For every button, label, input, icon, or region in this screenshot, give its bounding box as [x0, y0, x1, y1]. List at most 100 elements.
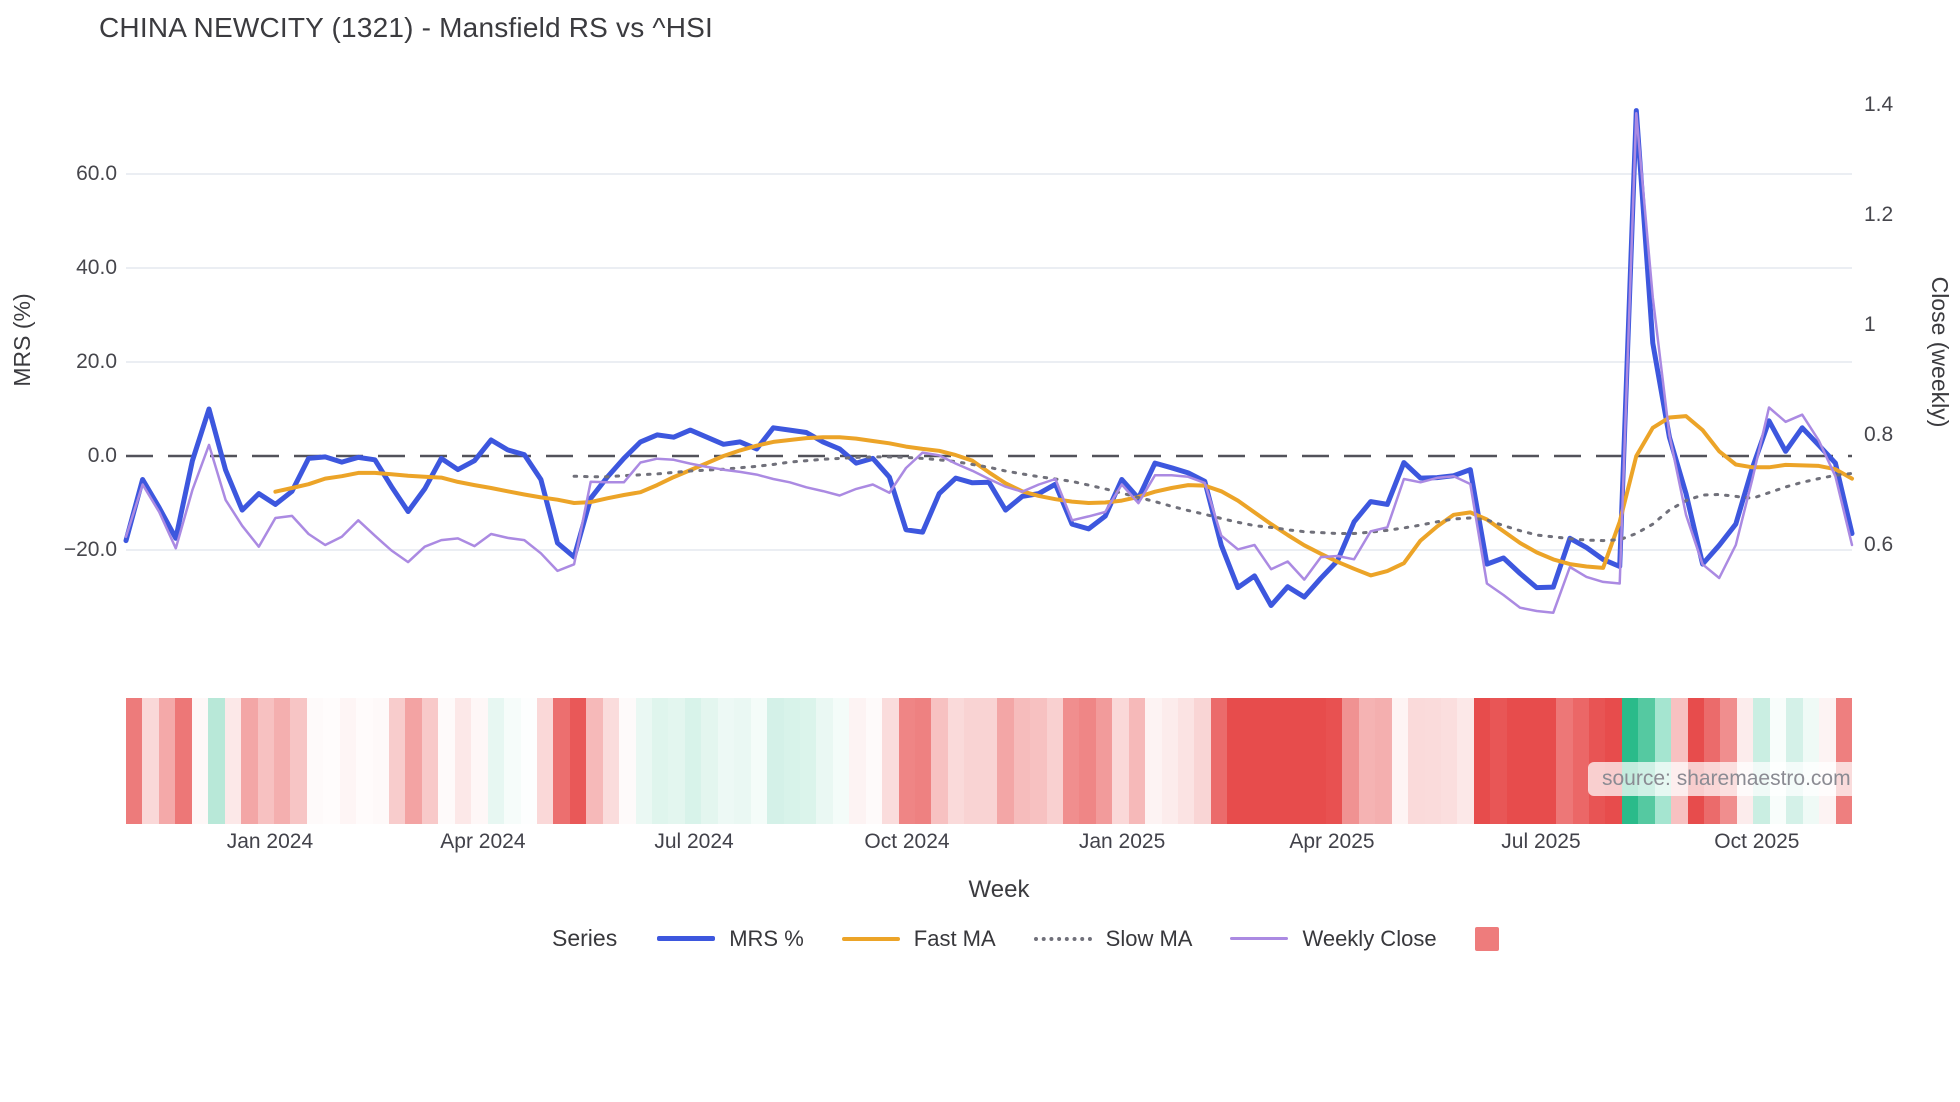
legend-item-slow-ma[interactable]: Slow MA: [1033, 926, 1192, 952]
heat-cell[interactable]: [1704, 698, 1721, 824]
heat-cell[interactable]: [1013, 698, 1031, 824]
legend-heat-square[interactable]: [1474, 926, 1499, 951]
heat-cell[interactable]: [865, 698, 883, 824]
heat-cell[interactable]: [767, 698, 784, 824]
heat-cell[interactable]: [257, 698, 274, 824]
heat-cell[interactable]: [1243, 698, 1261, 824]
heat-cell[interactable]: [898, 698, 915, 824]
heat-cell[interactable]: [602, 698, 620, 824]
heat-cell[interactable]: [1605, 698, 1622, 824]
slow-ma-line[interactable]: [572, 455, 1854, 543]
heat-cell[interactable]: [832, 698, 850, 824]
heat-cell[interactable]: [569, 698, 587, 824]
heat-cell[interactable]: [717, 698, 735, 824]
heat-cell[interactable]: [668, 698, 685, 824]
heat-cell[interactable]: [849, 698, 866, 824]
legend-item-fast-ma[interactable]: Fast MA: [841, 926, 996, 952]
heat-cell[interactable]: [1720, 698, 1737, 824]
heat-cell[interactable]: [126, 698, 143, 824]
heat-cell[interactable]: [1802, 698, 1820, 824]
heat-cell[interactable]: [915, 698, 932, 824]
heat-cell[interactable]: [158, 698, 176, 824]
heat-cell[interactable]: [504, 698, 521, 824]
heat-cell[interactable]: [1523, 698, 1540, 824]
heat-cell[interactable]: [454, 698, 472, 824]
heat-cell[interactable]: [1276, 698, 1294, 824]
heat-cell[interactable]: [783, 698, 800, 824]
heat-cell[interactable]: [1391, 698, 1409, 824]
heat-cell[interactable]: [273, 698, 291, 824]
heat-cell[interactable]: [1309, 698, 1326, 824]
heat-cell[interactable]: [1260, 698, 1277, 824]
heat-cell[interactable]: [1325, 698, 1343, 824]
heat-cell[interactable]: [1358, 698, 1376, 824]
legend-item-mrs-[interactable]: MRS %: [657, 926, 804, 952]
heat-cell[interactable]: [536, 698, 554, 824]
heat-cell[interactable]: [339, 698, 357, 824]
heat-cell[interactable]: [1671, 698, 1688, 824]
heat-cell[interactable]: [799, 698, 817, 824]
heat-cell[interactable]: [1408, 698, 1425, 824]
heat-cell[interactable]: [487, 698, 505, 824]
heat-cell[interactable]: [701, 698, 718, 824]
heat-cell[interactable]: [1194, 698, 1211, 824]
heat-cell[interactable]: [372, 698, 389, 824]
heat-cell[interactable]: [1588, 698, 1606, 824]
heat-cell[interactable]: [1062, 698, 1080, 824]
fast-ma-line[interactable]: [273, 414, 1854, 578]
heat-cell[interactable]: [1556, 698, 1573, 824]
heat-cell[interactable]: [1424, 698, 1441, 824]
heat-cell[interactable]: [750, 698, 768, 824]
heat-cell[interactable]: [405, 698, 422, 824]
heat-cell[interactable]: [1769, 698, 1787, 824]
heat-cell[interactable]: [1079, 698, 1096, 824]
heat-cell[interactable]: [1046, 698, 1063, 824]
legend-item-weekly-close[interactable]: Weekly Close: [1230, 926, 1437, 952]
heat-cell[interactable]: [1112, 698, 1129, 824]
heat-cell[interactable]: [1753, 698, 1770, 824]
heat-cell[interactable]: [1819, 698, 1836, 824]
heat-cell[interactable]: [1128, 698, 1146, 824]
heat-cell[interactable]: [520, 698, 537, 824]
heat-cell[interactable]: [931, 698, 948, 824]
heat-cell[interactable]: [882, 698, 899, 824]
heat-cell[interactable]: [1210, 698, 1228, 824]
heat-cell[interactable]: [1342, 698, 1359, 824]
heat-cell[interactable]: [191, 698, 209, 824]
heat-cell[interactable]: [306, 698, 324, 824]
heat-cell[interactable]: [1457, 698, 1474, 824]
heat-cell[interactable]: [1095, 698, 1113, 824]
heat-cell[interactable]: [964, 698, 981, 824]
heat-cell[interactable]: [323, 698, 340, 824]
heat-cell[interactable]: [1375, 698, 1392, 824]
heat-cell[interactable]: [438, 698, 455, 824]
heat-cell[interactable]: [980, 698, 998, 824]
heat-cell[interactable]: [1441, 698, 1458, 824]
heat-cell[interactable]: [1736, 698, 1754, 824]
heat-cell[interactable]: [1161, 698, 1178, 824]
heat-cell[interactable]: [1145, 698, 1162, 824]
weekly-close-line[interactable]: [124, 112, 1854, 614]
heat-cell[interactable]: [142, 698, 159, 824]
heat-cell[interactable]: [997, 698, 1014, 824]
heat-cell[interactable]: [1227, 698, 1244, 824]
heat-cell[interactable]: [1654, 698, 1672, 824]
heat-cell[interactable]: [1572, 698, 1589, 824]
heat-cell[interactable]: [1030, 698, 1047, 824]
heat-cell[interactable]: [1539, 698, 1557, 824]
heat-cell[interactable]: [1687, 698, 1704, 824]
heat-cell[interactable]: [1506, 698, 1524, 824]
heat-cell[interactable]: [1638, 698, 1655, 824]
heat-cell[interactable]: [1490, 698, 1507, 824]
heat-cell[interactable]: [652, 698, 669, 824]
heat-cell[interactable]: [290, 698, 307, 824]
heat-cell[interactable]: [421, 698, 439, 824]
heat-cell[interactable]: [1786, 698, 1803, 824]
heat-cell[interactable]: [1473, 698, 1491, 824]
heat-cell[interactable]: [684, 698, 702, 824]
heat-cell[interactable]: [224, 698, 242, 824]
heat-cell[interactable]: [1178, 698, 1195, 824]
heat-cell[interactable]: [1293, 698, 1310, 824]
heat-cell[interactable]: [1835, 698, 1852, 824]
